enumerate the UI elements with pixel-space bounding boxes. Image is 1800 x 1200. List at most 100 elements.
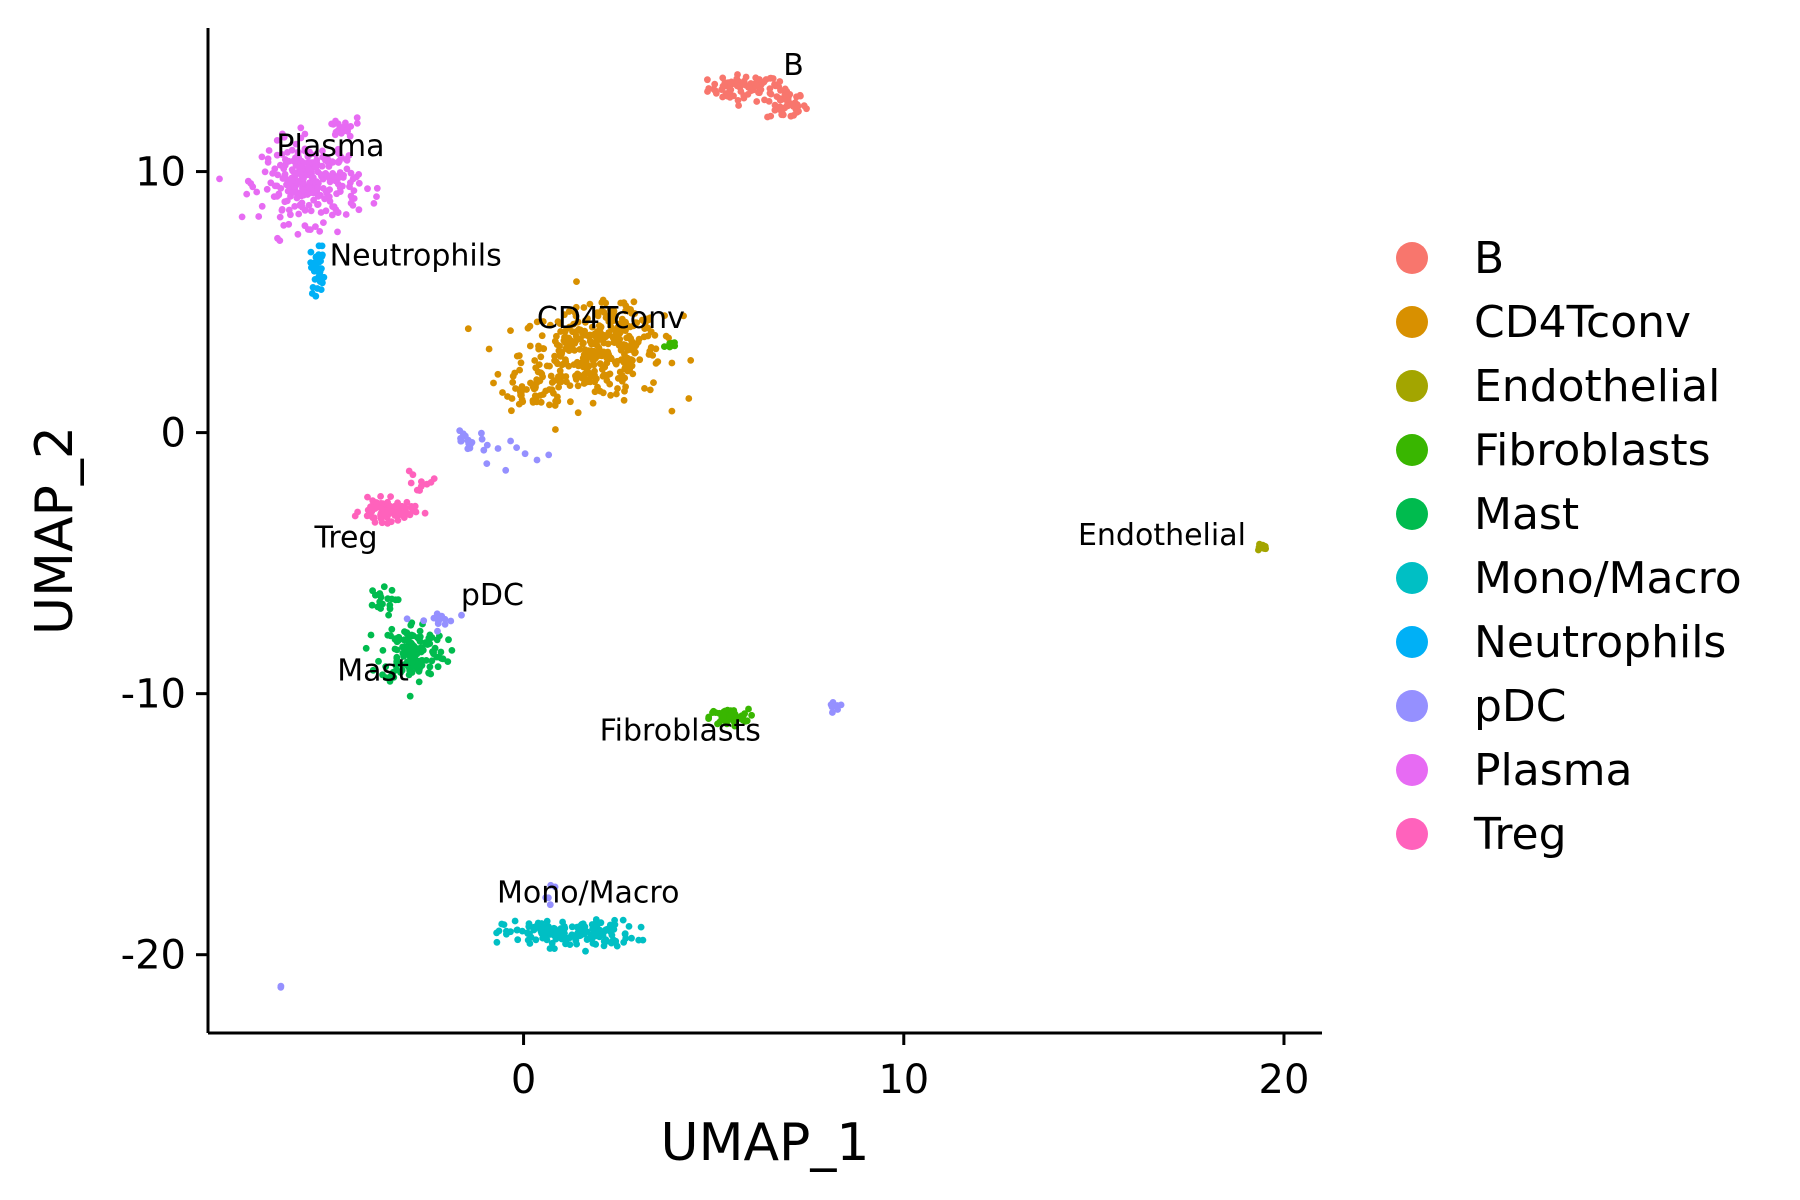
legend-label: Treg [1473, 809, 1567, 860]
data-point [332, 117, 339, 125]
data-point [734, 97, 742, 104]
data-point [373, 193, 380, 201]
data-point [601, 363, 609, 371]
data-point [556, 930, 563, 938]
data-point [294, 179, 301, 187]
data-point [384, 507, 392, 515]
data-point [322, 207, 330, 215]
data-point [480, 446, 488, 454]
data-point [652, 345, 660, 353]
data-point [279, 130, 286, 138]
data-point [274, 171, 282, 179]
series-cd4tconv [464, 278, 695, 433]
data-point [371, 519, 379, 526]
data-point [546, 945, 554, 952]
cluster-label-endothelial: Endothelial [1078, 518, 1246, 553]
data-point [542, 387, 550, 395]
data-point [295, 210, 303, 218]
data-point [276, 237, 284, 245]
data-point [319, 147, 326, 155]
data-point [757, 86, 765, 93]
data-point [532, 364, 540, 372]
data-point [388, 595, 396, 603]
data-point [478, 429, 485, 437]
legend-item-mono-macro: Mono/Macro [1396, 553, 1742, 604]
data-point [386, 677, 394, 685]
data-point [386, 605, 394, 613]
data-point [536, 392, 544, 399]
data-point [307, 248, 315, 256]
data-point [576, 346, 584, 353]
data-point [379, 511, 387, 519]
data-point [499, 389, 506, 396]
data-point [732, 721, 740, 728]
data-point [434, 627, 441, 635]
data-point [783, 102, 791, 109]
data-point [551, 352, 558, 360]
data-point [326, 186, 333, 194]
data-point [347, 192, 355, 200]
data-point [620, 396, 628, 404]
data-point [301, 147, 309, 155]
data-point [297, 124, 305, 132]
data-point [279, 175, 287, 182]
data-point [507, 327, 514, 334]
data-point [415, 661, 422, 669]
data-point [641, 385, 648, 392]
y-tick-label: 0 [161, 411, 186, 457]
data-point [557, 328, 564, 335]
data-point [602, 926, 609, 934]
data-point [580, 339, 587, 347]
y-axis-title: UMAP_2 [25, 426, 85, 635]
data-point [572, 375, 580, 383]
data-point [668, 407, 676, 415]
data-point [271, 182, 279, 190]
y-tick-label: 10 [135, 150, 186, 196]
data-point [511, 917, 519, 925]
data-point [391, 645, 399, 653]
data-point [253, 188, 261, 196]
data-point [434, 620, 442, 627]
cluster-label-b: B [783, 48, 804, 83]
data-point [430, 650, 437, 658]
data-point [369, 666, 377, 674]
data-point [573, 278, 580, 285]
data-point [309, 284, 317, 291]
data-point [483, 441, 491, 449]
data-point [1260, 545, 1268, 552]
data-point [292, 140, 300, 148]
legend-swatch [1396, 818, 1428, 850]
legend-label: Endothelial [1474, 361, 1720, 412]
data-point [593, 337, 600, 345]
data-point [533, 456, 541, 464]
data-point [406, 667, 414, 675]
data-point [305, 201, 313, 209]
data-point [599, 372, 607, 380]
data-point [800, 102, 808, 110]
data-point [403, 615, 411, 623]
data-point [305, 166, 313, 174]
y-tick-label: -20 [121, 933, 186, 979]
data-point [288, 177, 296, 185]
data-point [734, 71, 741, 78]
data-point [537, 353, 545, 361]
data-point [312, 223, 319, 231]
data-point [315, 242, 323, 250]
data-point [756, 76, 763, 83]
data-point [606, 370, 614, 378]
data-point [727, 79, 734, 87]
data-point [526, 342, 534, 350]
data-point [328, 211, 336, 219]
data-point [562, 358, 570, 366]
data-point [602, 299, 610, 307]
data-point [264, 155, 272, 163]
data-point [783, 87, 791, 95]
cluster-label-plasma: Plasma [276, 129, 384, 164]
data-point [712, 89, 720, 97]
data-point [606, 921, 614, 929]
data-point [753, 98, 761, 105]
series-mono-macro [493, 916, 647, 955]
data-point [779, 111, 787, 119]
data-point [556, 367, 564, 375]
